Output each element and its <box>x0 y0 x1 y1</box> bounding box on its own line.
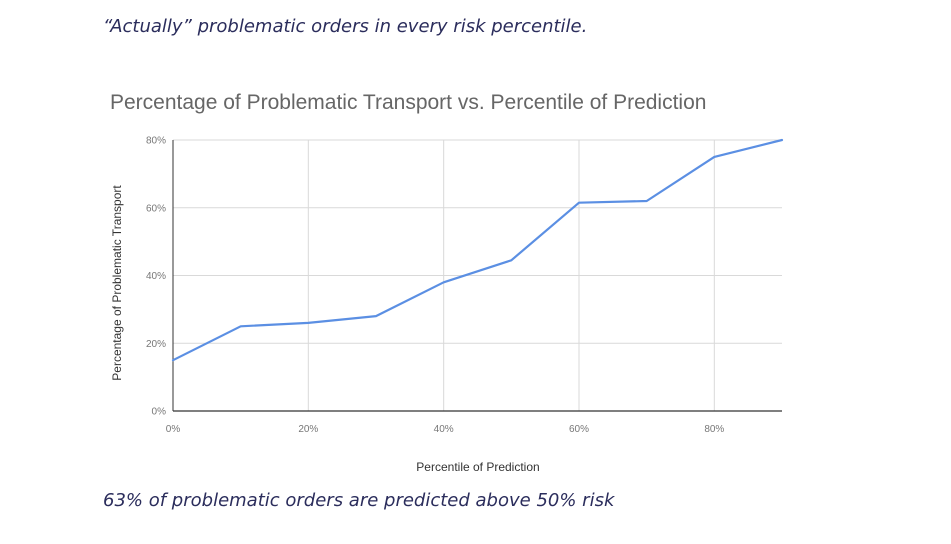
gridlines <box>173 139 782 411</box>
x-tick-label: 0% <box>166 424 181 435</box>
chart-title: Percentage of Problematic Transport vs. … <box>110 91 706 114</box>
series-line <box>171 138 784 362</box>
caption-bottom: 63% of problematic orders are predicted … <box>103 490 615 511</box>
axes <box>172 140 782 412</box>
x-tick-label: 60% <box>569 424 589 435</box>
caption-top: “Actually” problematic orders in every r… <box>103 16 588 37</box>
y-tick-label: 80% <box>146 136 166 147</box>
y-tick-label: 0% <box>152 407 167 418</box>
y-tick-label: 20% <box>146 339 166 350</box>
y-tick-labels: 0% 20% 40% 60% 80% <box>146 136 166 418</box>
x-tick-labels: 0% 20% 40% 60% 80% <box>166 424 725 435</box>
x-tick-label: 40% <box>434 424 454 435</box>
y-axis-label: Percentage of Problematic Transport <box>110 185 124 381</box>
x-axis-label: Percentile of Prediction <box>416 460 539 474</box>
x-tick-label: 80% <box>704 424 724 435</box>
y-tick-label: 60% <box>146 203 166 214</box>
series-group <box>171 138 784 362</box>
y-tick-label: 40% <box>146 271 166 282</box>
x-tick-label: 20% <box>298 424 318 435</box>
